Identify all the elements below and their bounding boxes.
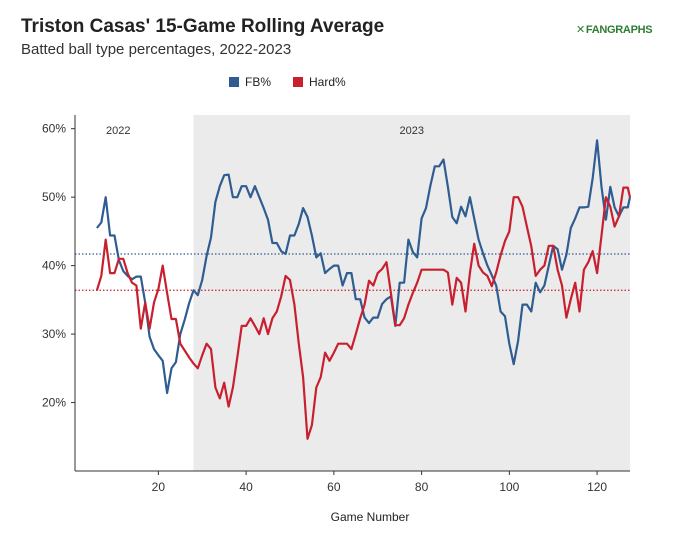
logo-text: FANGRAPHS	[585, 24, 653, 36]
y-tick-label: 50%	[42, 190, 66, 204]
y-tick-label: 60%	[42, 122, 66, 136]
x-tick-label: 60	[327, 480, 341, 494]
legend-item-fb: FB%	[229, 75, 271, 89]
chart-legend: FB% Hard%	[229, 75, 346, 89]
legend-label-hard: Hard%	[309, 75, 346, 89]
legend-swatch-hard	[293, 77, 304, 87]
x-tick-label: 120	[587, 480, 607, 494]
legend-swatch-fb	[229, 77, 239, 87]
x-axis-label: Game Number	[330, 510, 410, 524]
legend-label-fb: FB%	[245, 75, 272, 89]
chart-subtitle: Batted ball type percentages, 2022-2023	[21, 41, 292, 58]
y-tick-label: 40%	[42, 259, 66, 273]
logo-mark-icon: ✕	[576, 24, 585, 36]
season-label-2022: 2022	[106, 125, 130, 137]
series-line-hard	[95, 186, 632, 440]
x-tick-label: 20	[152, 480, 166, 494]
y-tick-label: 30%	[42, 327, 66, 341]
season-label-2023: 2023	[399, 125, 423, 137]
chart-title: Triston Casas' 15-Game Rolling Average	[21, 16, 385, 37]
y-tick-label: 20%	[42, 396, 66, 410]
x-tick-label: 40	[239, 480, 253, 494]
x-tick-label: 100	[499, 480, 519, 494]
x-tick-label: 80	[415, 480, 429, 494]
legend-item-hard: Hard%	[293, 75, 346, 89]
fangraphs-logo: ✕FANGRAPHS	[576, 23, 653, 36]
series-line-fb	[96, 139, 632, 395]
